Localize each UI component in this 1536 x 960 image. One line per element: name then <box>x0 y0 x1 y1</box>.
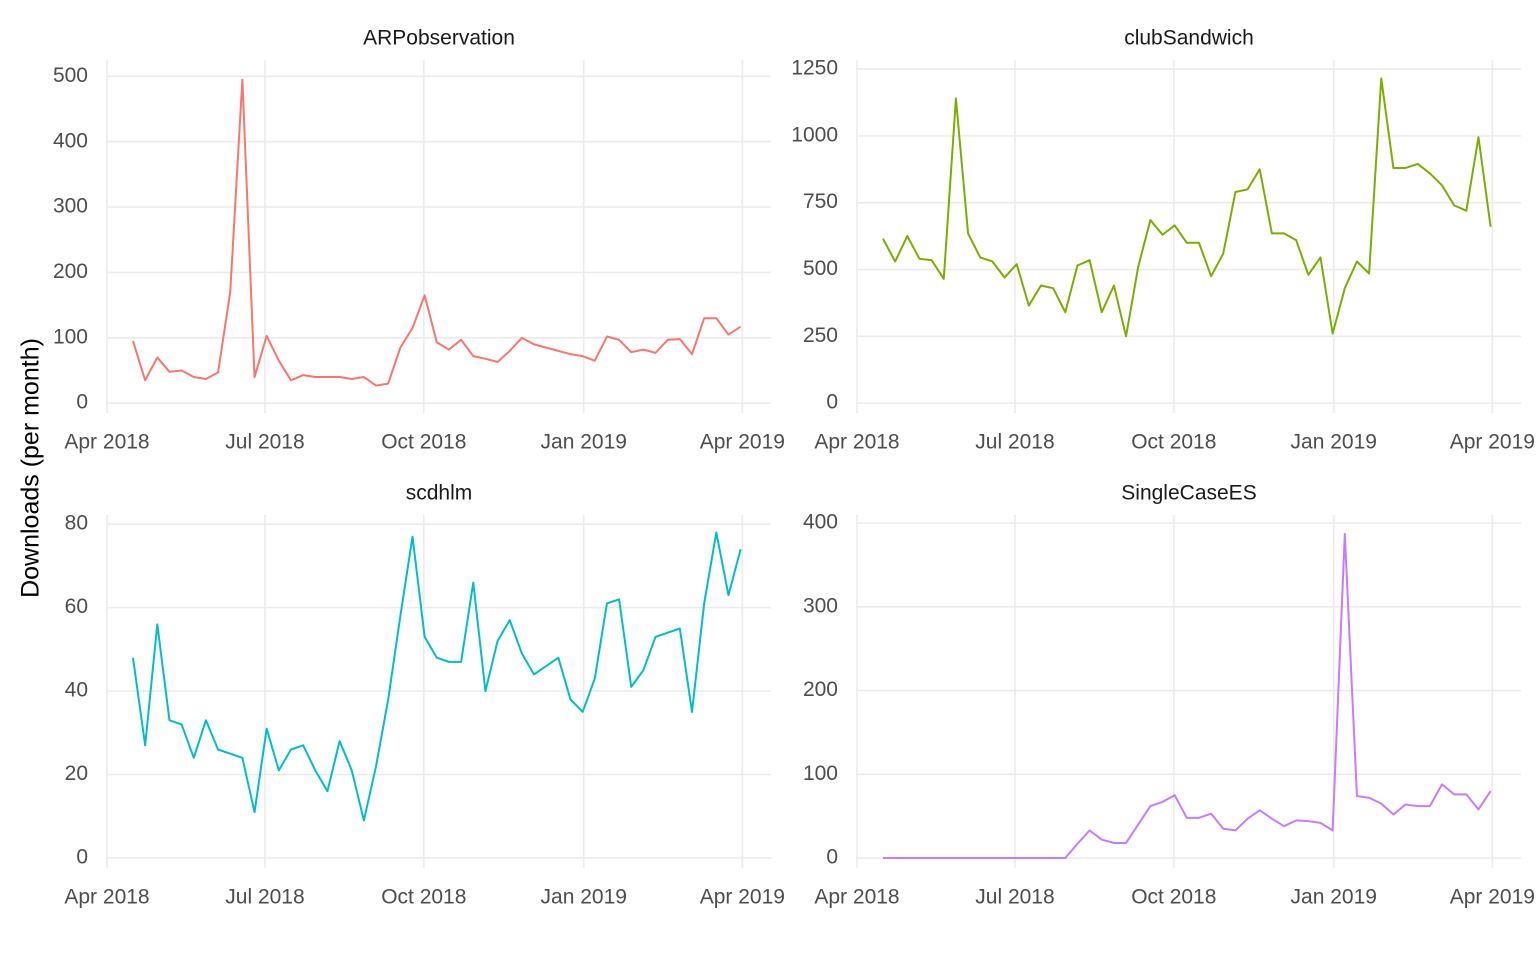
y-tick-label: 0 <box>826 846 838 869</box>
y-tick-label: 200 <box>53 260 88 283</box>
panel-title: ARPobservation <box>363 27 515 50</box>
x-tick-label: Oct 2018 <box>381 886 466 909</box>
y-tick-label: 0 <box>826 391 838 414</box>
y-axis-label: Downloads (per month) <box>17 338 45 598</box>
y-tick-label: 100 <box>53 325 88 348</box>
x-tick-label: Apr 2019 <box>1450 886 1535 909</box>
x-tick-label: Jul 2018 <box>225 431 304 454</box>
x-tick-label: Apr 2018 <box>64 431 149 454</box>
y-tick-label: 500 <box>53 64 88 87</box>
panel-title: scdhlm <box>406 482 473 505</box>
y-tick-label: 100 <box>803 762 838 785</box>
x-tick-label: Apr 2019 <box>700 431 785 454</box>
data-line <box>132 78 742 387</box>
x-tick-label: Apr 2018 <box>64 886 149 909</box>
y-tick-label: 300 <box>803 594 838 617</box>
x-tick-label: Jan 2019 <box>541 886 627 909</box>
data-line <box>883 532 1492 860</box>
y-tick-label: 0 <box>76 846 88 869</box>
y-tick-label: 80 <box>65 512 88 535</box>
y-tick-label: 750 <box>803 190 838 213</box>
y-tick-label: 60 <box>65 595 88 618</box>
x-tick-label: Jul 2018 <box>975 886 1054 909</box>
x-tick-label: Apr 2019 <box>700 886 785 909</box>
x-tick-label: Oct 2018 <box>1131 431 1216 454</box>
y-tick-label: 250 <box>803 324 838 347</box>
x-tick-label: Apr 2019 <box>1450 431 1535 454</box>
y-tick-label: 40 <box>65 679 88 702</box>
x-tick-label: Oct 2018 <box>1131 886 1216 909</box>
y-tick-label: 300 <box>53 195 88 218</box>
x-tick-label: Apr 2018 <box>814 886 899 909</box>
y-tick-label: 1000 <box>791 123 838 146</box>
y-tick-label: 500 <box>803 257 838 280</box>
y-tick-label: 0 <box>76 391 88 414</box>
panel-title: SingleCaseES <box>1121 482 1256 505</box>
x-tick-label: Jan 2019 <box>1291 886 1377 909</box>
x-tick-label: Jul 2018 <box>225 886 304 909</box>
x-tick-label: Jan 2019 <box>1291 431 1377 454</box>
x-tick-label: Jul 2018 <box>975 431 1054 454</box>
y-tick-label: 200 <box>803 678 838 701</box>
y-tick-label: 1250 <box>791 57 838 80</box>
data-line <box>132 531 742 822</box>
data-line <box>882 77 1492 338</box>
y-tick-label: 20 <box>65 762 88 785</box>
y-tick-label: 400 <box>53 129 88 152</box>
panel-title: clubSandwich <box>1124 27 1254 50</box>
x-tick-label: Apr 2018 <box>814 431 899 454</box>
x-tick-label: Jan 2019 <box>541 431 627 454</box>
y-tick-label: 400 <box>803 511 838 534</box>
x-tick-label: Oct 2018 <box>381 431 466 454</box>
